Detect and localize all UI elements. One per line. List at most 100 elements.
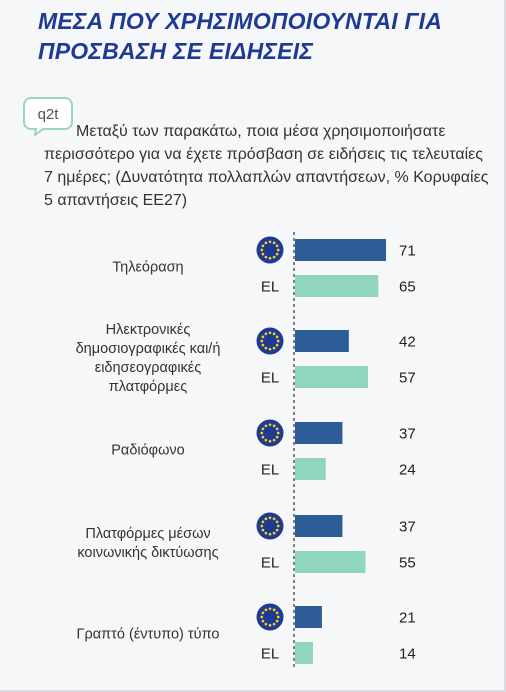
series-label-el: EL — [261, 646, 279, 663]
bar-eu — [295, 515, 343, 537]
category-group: 21 EL 14 — [256, 603, 416, 664]
eu-flag-disc — [256, 603, 284, 631]
bar-eu — [295, 239, 386, 261]
bar-eu — [295, 422, 343, 444]
bar-el — [295, 275, 379, 297]
category-label-line: δημοσιογραφικές και/ή — [75, 341, 221, 357]
category-label: Πλατφόρμες μέσων κοινωνικής δικτύωσης — [60, 525, 236, 563]
series-label-el: EL — [261, 555, 279, 572]
eu-flag-star — [275, 528, 279, 532]
eu-flag-icon — [256, 327, 284, 355]
eu-flag-star — [272, 517, 276, 521]
eu-flag-star — [261, 611, 265, 615]
eu-flag-star — [261, 528, 265, 532]
eu-flag-star — [272, 424, 276, 428]
eu-flag-star — [268, 439, 272, 443]
category-label-line: πλατφόρμες — [108, 379, 188, 395]
eu-flag-star — [268, 331, 272, 335]
page-title-line-2: ΠΡΟΣΒΑΣΗ ΣΕ ΕΙΔΗΣΕΙΣ — [38, 38, 314, 64]
category-group: 37 EL 24 — [256, 419, 416, 480]
eu-flag-star — [275, 335, 279, 339]
bar-el — [295, 551, 366, 573]
eu-flag-star — [275, 244, 279, 248]
series-label-el: EL — [261, 279, 279, 296]
eu-flag-star — [276, 524, 280, 528]
eu-flag-star — [264, 241, 268, 245]
eu-flag-star — [261, 427, 265, 431]
question-code-badge — [23, 97, 73, 136]
eu-flag-icon — [256, 419, 284, 447]
eu-flag-disc — [256, 419, 284, 447]
eu-flag-star — [275, 435, 279, 439]
category-label: Ραδιόφωνο — [60, 442, 236, 461]
eu-flag-star — [264, 332, 268, 336]
eu-flag-star — [264, 255, 268, 259]
category-group: 37 EL 55 — [256, 512, 416, 573]
category-label-line: κοινωνικής δικτύωσης — [77, 545, 219, 561]
eu-flag-star — [261, 520, 265, 524]
eu-flag-star — [275, 252, 279, 256]
bar-eu — [295, 330, 349, 352]
eu-flag-star — [260, 248, 264, 252]
category-label: Τηλεόραση — [60, 259, 236, 278]
eu-flag-star — [264, 622, 268, 626]
eu-flag-star — [261, 244, 265, 248]
bar-el — [295, 366, 369, 388]
eu-flag-star — [275, 611, 279, 615]
category-label-line: Ηλεκτρονικές — [105, 322, 191, 338]
eu-flag-star — [268, 516, 272, 520]
category-label-line: Τηλεόραση — [112, 259, 184, 276]
question-text: Μεταξύ των παρακάτω, ποια μέσα χρησιμοπο… — [44, 123, 489, 209]
eu-flag-star — [261, 335, 265, 339]
series-label-el: EL — [261, 370, 279, 387]
page-title-line-1: ΜΕΣΑ ΠΟΥ ΧΡΗΣΙΜΟΠΟΙΟΥΝΤΑΙ ΓΙΑ — [38, 8, 443, 34]
eu-flag-star — [272, 531, 276, 535]
eu-flag-icon — [256, 603, 284, 631]
eu-flag-star — [264, 517, 268, 521]
value-label-eu: 42 — [399, 334, 416, 351]
eu-flag-star — [272, 622, 276, 626]
eu-flag-disc — [256, 327, 284, 355]
eu-flag-star — [275, 427, 279, 431]
eu-flag-star — [264, 346, 268, 350]
bar-eu — [295, 606, 322, 628]
eu-flag-star — [260, 524, 264, 528]
eu-flag-star — [268, 623, 272, 627]
eu-flag-star — [275, 619, 279, 623]
eu-flag-star — [260, 431, 264, 435]
eu-flag-star — [268, 240, 272, 244]
eu-flag-star — [264, 608, 268, 612]
category-group: 71 EL 65 — [256, 236, 416, 297]
bar-el — [295, 458, 326, 480]
value-label-el: 65 — [399, 279, 416, 296]
series-label-el: EL — [261, 462, 279, 479]
page-title: ΜΕΣΑ ΠΟΥ ΧΡΗΣΙΜΟΠΟΙΟΥΝΤΑΙ ΓΙΑ ΠΡΟΣΒΑΣΗ ΣΕ… — [38, 6, 442, 66]
category-label-line: Γραπτό (έντυπο) τύπο — [76, 626, 220, 643]
value-label-el: 55 — [399, 555, 416, 572]
eu-flag-star — [272, 241, 276, 245]
eu-flag-star — [261, 343, 265, 347]
eu-flag-star — [268, 423, 272, 427]
eu-flag-disc — [256, 236, 284, 264]
value-label-eu: 37 — [399, 426, 416, 443]
eu-flag-star — [272, 608, 276, 612]
category-group: 42 EL 57 — [256, 327, 416, 388]
eu-flag-star — [268, 256, 272, 260]
eu-flag-star — [264, 531, 268, 535]
eu-flag-disc — [256, 512, 284, 540]
eu-flag-star — [260, 615, 264, 619]
category-label: Γραπτό (έντυπο) τύπο — [60, 626, 236, 645]
value-label-eu: 71 — [399, 243, 416, 260]
eu-flag-star — [261, 252, 265, 256]
eu-flag-star — [261, 619, 265, 623]
eu-flag-icon — [256, 512, 284, 540]
eu-flag-star — [276, 339, 280, 343]
eu-flag-star — [276, 248, 280, 252]
eu-flag-star — [268, 347, 272, 351]
eu-flag-star — [260, 339, 264, 343]
eu-flag-star — [275, 520, 279, 524]
value-label-el: 24 — [399, 462, 416, 479]
category-label-line: Ραδιόφωνο — [111, 442, 185, 459]
